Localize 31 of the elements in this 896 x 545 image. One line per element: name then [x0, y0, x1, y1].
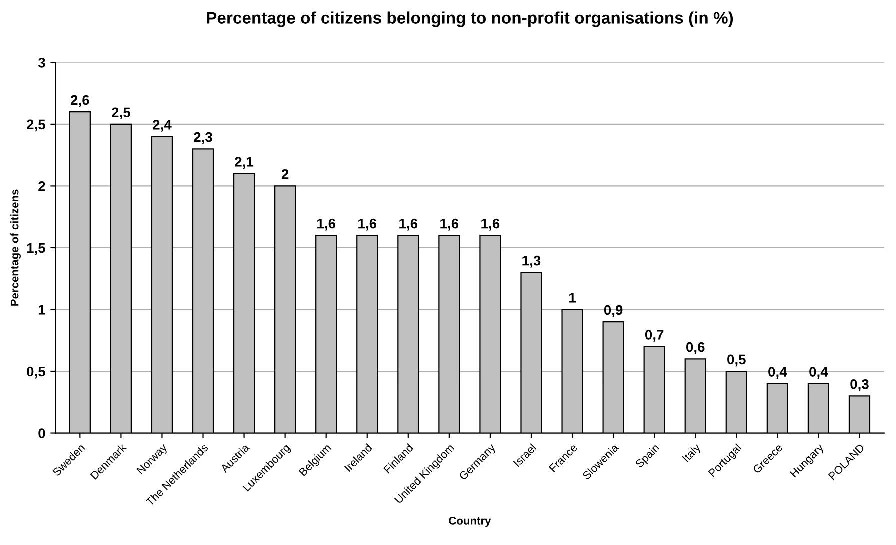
chart-title: Percentage of citizens belonging to non-profit organisations (in %) — [207, 12, 734, 28]
data-label: 0,5 — [728, 354, 746, 367]
data-label: 2 — [282, 169, 289, 180]
y-tick-label: 1 — [38, 305, 46, 315]
data-label: 1 — [570, 293, 576, 303]
y-axis-title: Percentage of citizens — [10, 190, 21, 306]
data-label: 2,6 — [71, 95, 90, 108]
data-label: 0,4 — [768, 367, 788, 379]
y-tick-label: 2 — [38, 182, 46, 192]
x-axis-title: Country — [449, 517, 492, 528]
y-tick-label: 3 — [38, 58, 46, 68]
data-label: 1,3 — [522, 256, 541, 268]
y-tick-label: 2,5 — [27, 120, 46, 132]
data-label: 1,6 — [440, 218, 459, 231]
data-label: 0,7 — [645, 330, 664, 342]
data-label: 2,4 — [153, 120, 172, 132]
data-label: 1,6 — [482, 218, 500, 231]
data-label: 2,1 — [235, 157, 254, 169]
data-label: 0,4 — [810, 367, 828, 379]
data-label: 2,3 — [194, 132, 212, 144]
data-label: 1,6 — [318, 218, 336, 231]
y-tick-label: 0 — [38, 428, 46, 438]
data-label: 1,6 — [400, 218, 418, 231]
data-label: 1,6 — [358, 218, 377, 231]
data-label: 2,5 — [112, 108, 130, 120]
data-label: 0,6 — [686, 342, 705, 354]
y-tick-label: 0,5 — [27, 366, 46, 379]
data-label: 0,9 — [604, 305, 623, 318]
x-tick-label: Italy — [682, 443, 703, 464]
y-tick-label: 1,5 — [27, 243, 46, 256]
data-label: 0,3 — [850, 379, 869, 392]
